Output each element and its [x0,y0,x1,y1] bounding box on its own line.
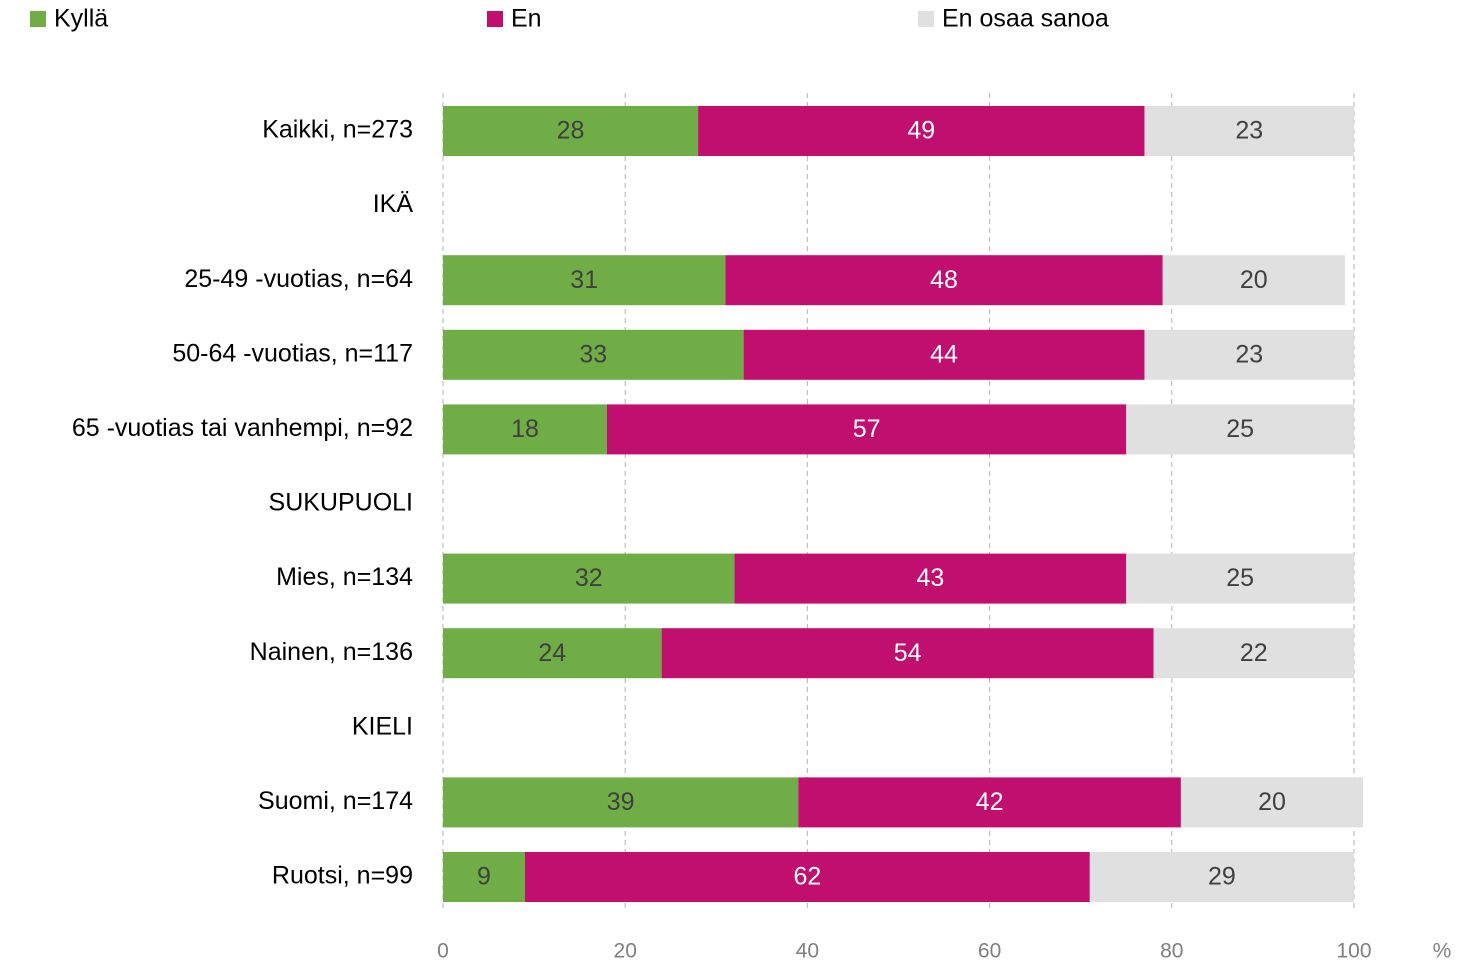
bar-segment [443,628,662,679]
bar-segment [1180,777,1364,828]
legend-label: En osaa sanoa [942,5,1109,33]
x-axis-unit: % [1433,940,1452,962]
bar-segment [443,777,799,828]
y-tick-label: Kaikki, n=273 [262,116,413,144]
bar-segment [1126,553,1354,604]
value-label: 33 [579,340,607,368]
value-label: 9 [477,863,491,891]
value-label: 49 [907,117,935,145]
x-tick-label: 20 [614,940,637,962]
bar-segment [1162,255,1345,306]
bar-segment [524,852,1090,902]
value-label: 48 [930,266,958,294]
bar-segment [1126,404,1354,455]
y-tick-label: Mies, n=134 [276,563,413,591]
y-tick-label: IKÄ [373,190,414,218]
value-label: 23 [1235,117,1263,145]
bar-segment [725,255,1163,306]
value-label: 39 [607,788,635,816]
y-tick-label: 25-49 -vuotias, n=64 [184,265,413,293]
bar-segment [798,777,1181,828]
value-label: 24 [538,639,566,667]
x-tick-label: 40 [796,940,819,962]
value-label: 23 [1235,340,1263,368]
value-label: 25 [1226,415,1254,443]
value-label: 31 [570,266,598,294]
value-label: 62 [793,863,821,891]
bar-segment [443,329,744,380]
bar-segment [1089,852,1354,902]
y-tick-label: Suomi, n=174 [258,787,413,815]
bar-segment [443,852,525,902]
legend-swatch [918,11,934,27]
y-tick-label: Nainen, n=136 [250,638,413,666]
value-label: 44 [930,340,958,368]
bar-segment [1144,329,1354,380]
bar-segment [734,553,1127,604]
value-label: 54 [894,639,922,667]
value-label: 29 [1208,863,1236,891]
bar-segment [606,404,1127,455]
bar-segment [698,106,1145,156]
bar-segment [443,553,735,604]
value-label: 18 [511,415,539,443]
value-label: 42 [976,788,1004,816]
x-tick-label: 80 [1160,940,1183,962]
bar-segment [443,404,607,455]
y-tick-label: 50-64 -vuotias, n=117 [172,339,413,367]
x-tick-label: 0 [437,940,449,962]
bar-segment [743,329,1145,380]
value-label: 32 [575,564,603,592]
bar-segment [443,255,726,306]
value-label: 57 [853,415,881,443]
value-label: 43 [916,564,944,592]
legend-label: Kyllä [54,5,108,33]
legend-swatch [30,11,46,27]
y-tick-label: KIELI [352,712,413,740]
y-tick-label: 65 -vuotias tai vanhempi, n=92 [72,414,413,442]
value-label: 22 [1240,639,1268,667]
value-label: 20 [1240,266,1268,294]
y-tick-label: Ruotsi, n=99 [272,862,413,890]
legend-swatch [487,11,503,27]
legend-label: En [511,5,542,33]
bar-segment [1153,628,1354,679]
value-label: 28 [557,117,585,145]
bar-segment [1144,106,1354,156]
y-tick-label: SUKUPUOLI [269,489,413,517]
x-tick-label: 100 [1336,940,1371,962]
bar-segment [443,106,699,156]
value-label: 20 [1258,788,1286,816]
bar-segment [661,628,1154,679]
value-label: 25 [1226,564,1254,592]
x-tick-label: 60 [978,940,1001,962]
